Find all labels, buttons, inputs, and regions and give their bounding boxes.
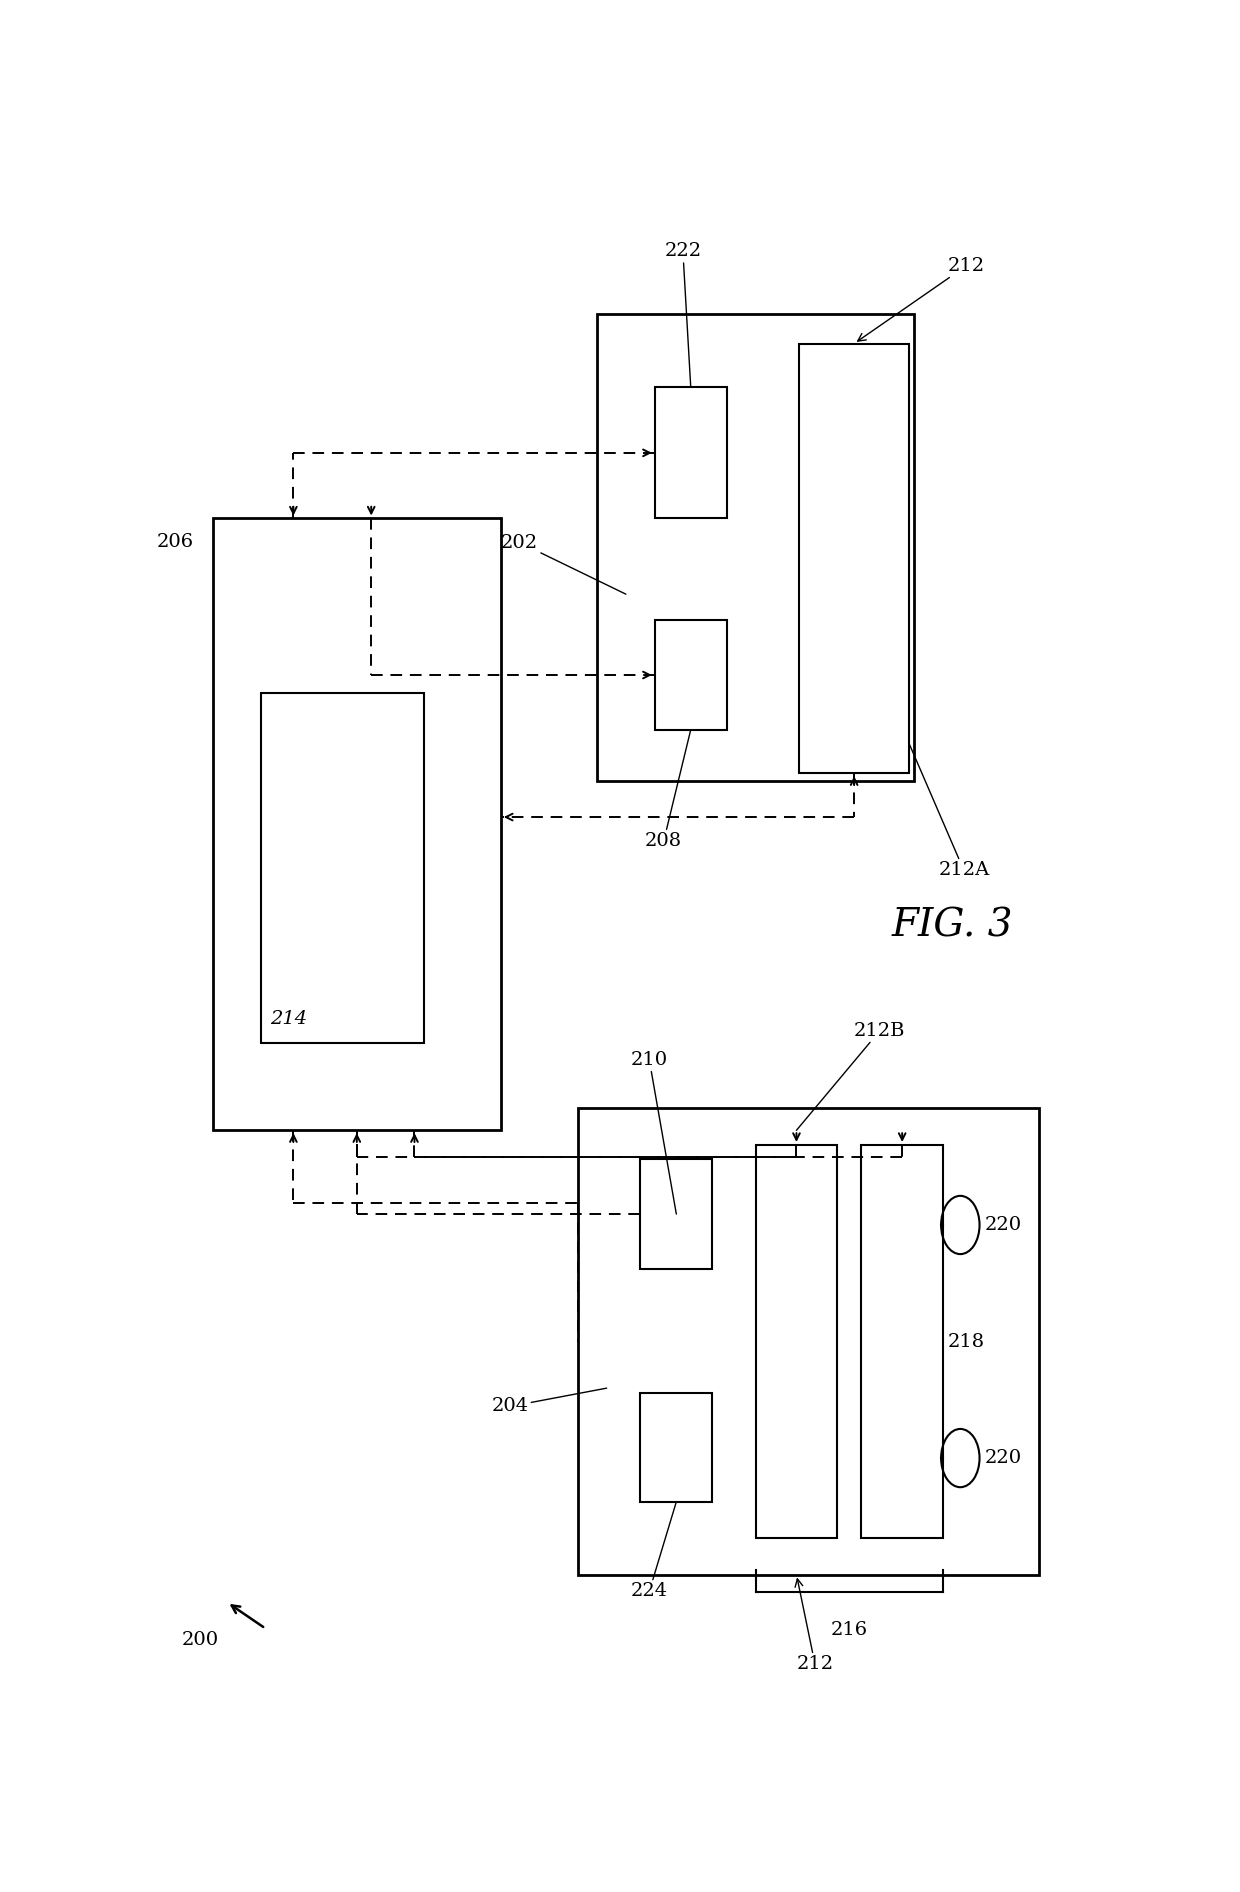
Text: FIG. 3: FIG. 3 xyxy=(892,908,1013,944)
Text: 216: 216 xyxy=(831,1621,868,1638)
Bar xyxy=(213,518,501,1130)
Bar xyxy=(755,1145,837,1538)
Bar xyxy=(596,314,914,781)
Text: 224: 224 xyxy=(631,1502,676,1601)
Text: 222: 222 xyxy=(665,242,702,388)
Text: 208: 208 xyxy=(645,730,691,850)
Text: 204: 204 xyxy=(491,1389,606,1415)
Text: 220: 220 xyxy=(985,1217,1022,1234)
Text: 220: 220 xyxy=(985,1449,1022,1466)
Text: 210: 210 xyxy=(631,1050,676,1215)
Text: 212A: 212A xyxy=(909,744,990,880)
Bar xyxy=(655,621,727,730)
Bar xyxy=(862,1145,942,1538)
Bar xyxy=(578,1109,1039,1574)
Text: 212: 212 xyxy=(795,1578,833,1673)
Text: 212: 212 xyxy=(858,257,985,341)
Text: 218: 218 xyxy=(947,1332,985,1351)
Text: 214: 214 xyxy=(270,1010,308,1029)
Text: 212B: 212B xyxy=(796,1022,905,1130)
Bar xyxy=(799,344,909,774)
Bar xyxy=(640,1160,712,1270)
Text: 200: 200 xyxy=(182,1631,219,1650)
Text: 202: 202 xyxy=(501,534,626,594)
Bar xyxy=(260,692,424,1042)
Bar xyxy=(655,388,727,518)
Bar xyxy=(640,1393,712,1502)
Text: 206: 206 xyxy=(156,534,193,551)
